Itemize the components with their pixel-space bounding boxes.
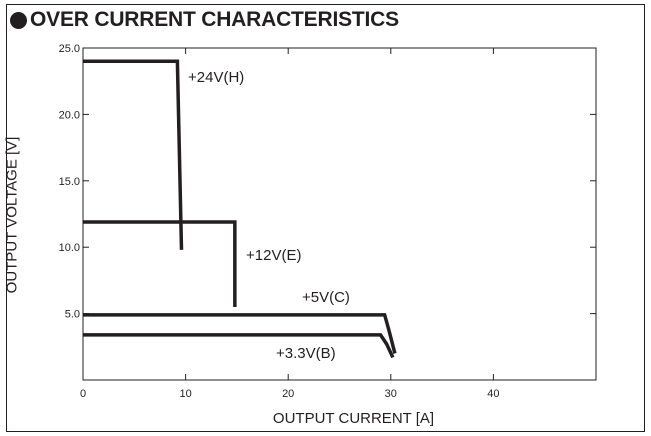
- series-line-2: [83, 220, 237, 307]
- bullet-icon: [10, 11, 27, 29]
- chart-title: OVER CURRENT CHARACTERISTICS: [10, 8, 399, 32]
- y-tick-label: 20.0: [59, 109, 80, 121]
- series-line-1: [83, 59, 184, 250]
- series-label-2: +12V(E): [246, 247, 301, 264]
- figure-frame: [6, 4, 645, 432]
- series-line-3: [83, 313, 397, 354]
- chart-title-text: OVER CURRENT CHARACTERISTICS: [30, 8, 399, 31]
- x-tick-label: 30: [385, 388, 397, 400]
- x-tick-label: 0: [80, 388, 86, 400]
- x-tick-label: 10: [179, 388, 191, 400]
- x-axis-label: OUTPUT CURRENT [A]: [272, 410, 435, 427]
- y-tick-label: 10.0: [59, 242, 80, 254]
- series-line-4: [83, 333, 395, 359]
- y-tick-label: 25.0: [59, 43, 80, 55]
- x-tick-label: 20: [282, 388, 294, 400]
- series-label-1: +24V(H): [188, 69, 244, 86]
- y-axis-label: OUTPUT VOLTAGE [V]: [3, 136, 21, 294]
- series-label-4: +3.3V(B): [276, 345, 336, 362]
- y-tick-label: 15.0: [59, 176, 80, 188]
- series-label-3: +5V(C): [302, 289, 350, 306]
- x-tick-label: 40: [487, 388, 499, 400]
- y-tick-label: 5.0: [65, 309, 80, 321]
- plot-area: [82, 47, 597, 381]
